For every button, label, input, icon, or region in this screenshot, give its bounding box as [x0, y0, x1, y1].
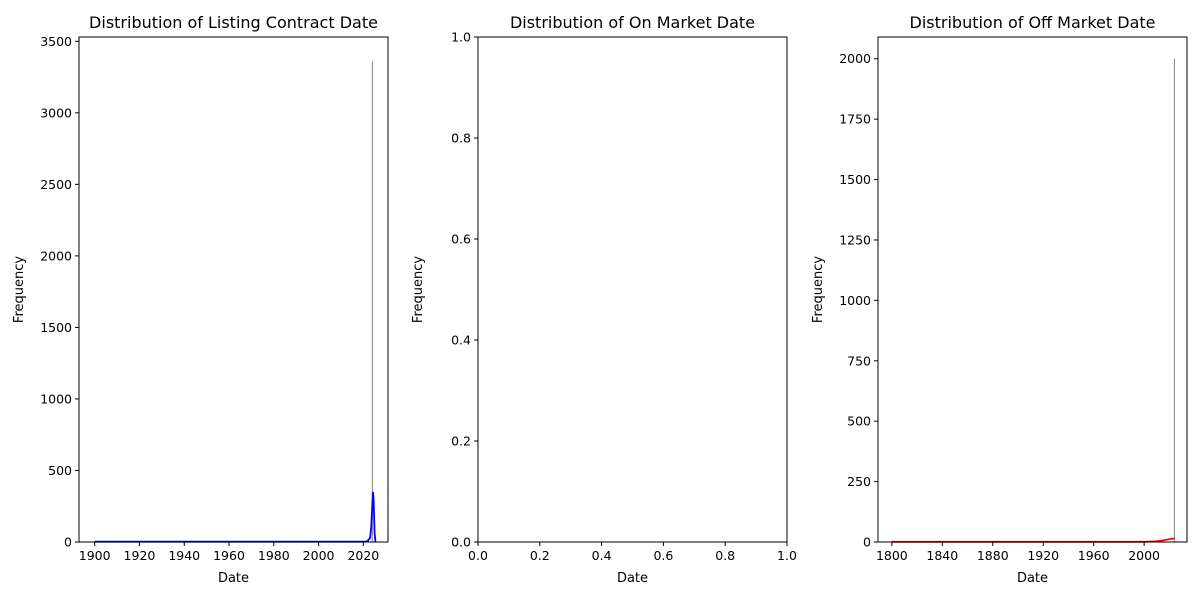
y-tick-label: 750 [847, 353, 871, 368]
y-tick-label: 3500 [40, 34, 72, 49]
y-tick-label: 0 [863, 535, 871, 550]
x-tick-label: 1960 [213, 548, 245, 563]
x-tick-label: 2020 [347, 548, 379, 563]
y-tick-label: 250 [847, 474, 871, 489]
y-tick-label: 500 [847, 414, 871, 429]
axes-frame [477, 36, 788, 543]
x-tick-label: 2000 [1128, 548, 1160, 563]
chart-panel-off-market-date: Distribution of Off Market Date Date Fre… [811, 13, 1188, 586]
y-tick-label: 500 [48, 463, 72, 478]
kde-line [891, 537, 1175, 543]
y-tick-label: 1250 [839, 232, 871, 247]
x-tick-label: 0.8 [715, 548, 735, 563]
x-tick-label: 1900 [79, 548, 111, 563]
y-tick-label: 0.0 [451, 535, 471, 550]
y-tick-label: 2000 [40, 248, 72, 263]
x-tick-label: 1960 [1078, 548, 1110, 563]
y-axis-label: Frequency [811, 256, 826, 323]
x-tick-label: 0.4 [592, 548, 612, 563]
x-tick-label: 1940 [168, 548, 200, 563]
y-axis-label: Frequency [411, 256, 426, 323]
y-tick-label: 1000 [839, 293, 871, 308]
y-tick-label: 0.6 [451, 232, 471, 247]
y-tick-label: 1.0 [451, 30, 471, 45]
chart-panel-listing-contract-date: Distribution of Listing Contract Date Da… [12, 13, 389, 586]
x-axis-label: Date [1017, 571, 1048, 586]
axes-frame [877, 36, 1188, 543]
histogram-bar [371, 61, 373, 542]
x-tick-label: 0.0 [468, 548, 488, 563]
chart-title: Distribution of Off Market Date [910, 13, 1156, 32]
y-tick-label: 2000 [839, 51, 871, 66]
chart-title: Distribution of Listing Contract Date [89, 13, 378, 32]
chart-panel-on-market-date: Distribution of On Market Date Date Freq… [411, 13, 797, 586]
y-tick-label: 0 [64, 535, 72, 550]
y-axis-label: Frequency [12, 256, 27, 323]
y-tick-label: 0.8 [451, 131, 471, 146]
y-tick-label: 2500 [40, 177, 72, 192]
x-tick-label: 0.2 [530, 548, 550, 563]
axes-frame [78, 36, 389, 543]
x-tick-label: 1980 [258, 548, 290, 563]
y-tick-label: 3000 [40, 105, 72, 120]
kde-line [94, 491, 377, 543]
x-tick-label: 0.6 [653, 548, 673, 563]
histogram-bar [1173, 58, 1175, 543]
x-axis-label: Date [617, 571, 648, 586]
chart-title: Distribution of On Market Date [510, 13, 755, 32]
y-tick-label: 0.4 [451, 333, 471, 348]
x-tick-label: 1800 [876, 548, 908, 563]
y-tick-label: 1500 [40, 320, 72, 335]
x-tick-label: 2000 [303, 548, 335, 563]
x-tick-label: 1920 [124, 548, 156, 563]
x-tick-label: 1920 [1027, 548, 1059, 563]
x-tick-label: 1880 [977, 548, 1009, 563]
y-tick-label: 0.2 [451, 434, 471, 449]
x-tick-label: 1840 [926, 548, 958, 563]
x-tick-label: 1.0 [777, 548, 797, 563]
y-tick-label: 1500 [839, 172, 871, 187]
y-tick-label: 1000 [40, 391, 72, 406]
x-axis-label: Date [218, 571, 249, 586]
y-tick-label: 1750 [839, 112, 871, 127]
